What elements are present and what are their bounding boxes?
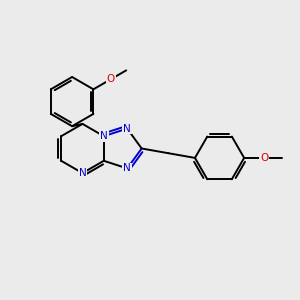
Text: N: N [123,124,131,134]
Text: N: N [123,164,131,173]
Text: O: O [107,74,115,84]
Text: N: N [100,131,108,141]
Text: O: O [260,153,269,163]
Text: N: N [79,168,86,178]
